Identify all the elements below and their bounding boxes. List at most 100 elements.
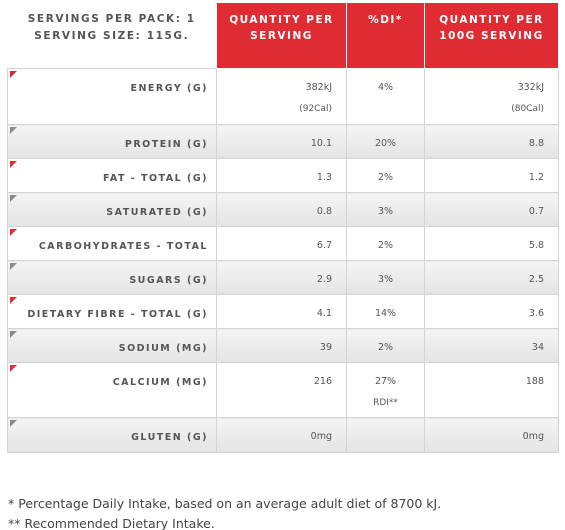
- di-value: 3%: [377, 274, 394, 285]
- qty-value: 0mg: [310, 431, 332, 442]
- grey-corner-marker: [10, 195, 17, 202]
- per100-value: 5.8: [528, 240, 544, 251]
- qty-value: 2.9: [316, 274, 332, 285]
- footnote-daily-intake: * Percentage Daily Intake, based on an a…: [8, 496, 442, 511]
- grey-corner-marker: [10, 420, 17, 427]
- qty-100g-cell: 2.5: [424, 260, 559, 295]
- grey-corner-marker: [10, 127, 17, 134]
- qty-serving-cell: 0.8: [216, 192, 347, 227]
- qty-serving-cell: 39: [216, 328, 347, 363]
- table-row: DIETARY FIBRE - TOTAL (G) 4.1 14% 3.6: [7, 294, 559, 329]
- col-header-qty-serving: QUANTITY PER SERVING: [216, 2, 347, 69]
- di-cell: 2%: [346, 226, 425, 261]
- table-row: SUGARS (G) 2.9 3% 2.5: [7, 260, 559, 295]
- row-label-cell: DIETARY FIBRE - TOTAL (G): [7, 294, 217, 329]
- row-label-cell: CARBOHYDRATES - TOTAL: [7, 226, 217, 261]
- qty-value: 6.7: [316, 240, 332, 251]
- qty-100g-cell: 0mg: [424, 417, 559, 453]
- di-cell: 20%: [346, 124, 425, 159]
- per100-value: 34: [531, 342, 544, 353]
- qty-100g-cell: 3.6: [424, 294, 559, 329]
- qty-value: 4.1: [316, 308, 332, 319]
- table-row: CARBOHYDRATES - TOTAL 6.7 2% 5.8: [7, 226, 559, 261]
- per100-value: 0.7: [528, 206, 544, 217]
- di-value: 2%: [377, 240, 394, 251]
- per100-value: 188: [525, 376, 544, 387]
- row-label-cell: SODIUM (MG): [7, 328, 217, 363]
- col-header-qty-line2: SERVING: [250, 30, 313, 42]
- servings-per-pack: SERVINGS PER PACK: 1: [27, 12, 196, 25]
- nutrient-label: CARBOHYDRATES - TOTAL: [38, 241, 208, 252]
- nutrient-label: CALCIUM (MG): [112, 377, 208, 388]
- nutrient-label: PROTEIN (G): [124, 139, 208, 150]
- col-header-100-line1: QUANTITY PER: [439, 14, 544, 26]
- row-label-cell: ENERGY (G): [7, 68, 217, 125]
- nutrient-label: ENERGY (G): [130, 83, 208, 94]
- di-value: 27%: [374, 376, 397, 387]
- qty-value: 10.1: [310, 138, 332, 149]
- di-cell: 2%: [346, 158, 425, 193]
- per100-value: 2.5: [528, 274, 544, 285]
- qty-serving-cell: 216: [216, 362, 347, 418]
- footnote-rdi: ** Recommended Dietary Intake.: [8, 516, 215, 530]
- per100-value: 8.8: [528, 138, 544, 149]
- red-corner-marker: [10, 229, 17, 236]
- qty-value: 39: [319, 342, 332, 353]
- table-row: GLUTEN (G) 0mg 0mg: [7, 417, 559, 453]
- row-label-cell: GLUTEN (G): [7, 417, 217, 453]
- per100-value: 3.6: [528, 308, 544, 319]
- header-row: SERVINGS PER PACK: 1 SERVING SIZE: 115G.…: [7, 2, 559, 69]
- row-label-cell: SATURATED (G): [7, 192, 217, 227]
- di-cell: 14%: [346, 294, 425, 329]
- row-label-cell: SUGARS (G): [7, 260, 217, 295]
- qty-value-secondary: (92Cal): [299, 104, 332, 114]
- qty-100g-cell: 0.7: [424, 192, 559, 227]
- red-corner-marker: [10, 297, 17, 304]
- col-header-di: %DI*: [346, 2, 425, 69]
- di-cell: 2%: [346, 328, 425, 363]
- qty-value: 0.8: [316, 206, 332, 217]
- grey-corner-marker: [10, 263, 17, 270]
- row-label-cell: CALCIUM (MG): [7, 362, 217, 418]
- qty-value: 382kJ: [305, 82, 332, 93]
- di-value: 14%: [374, 308, 397, 319]
- per100-value: 0mg: [522, 431, 544, 442]
- nutrient-label: SUGARS (G): [129, 275, 208, 286]
- qty-serving-cell: 6.7: [216, 226, 347, 261]
- di-cell: 3%: [346, 192, 425, 227]
- red-corner-marker: [10, 71, 17, 78]
- qty-100g-cell: 188: [424, 362, 559, 418]
- qty-100g-cell: 332kJ (80Cal): [424, 68, 559, 125]
- qty-100g-cell: 5.8: [424, 226, 559, 261]
- red-corner-marker: [10, 365, 17, 372]
- qty-serving-cell: 10.1: [216, 124, 347, 159]
- di-cell: 4%: [346, 68, 425, 125]
- qty-serving-cell: 0mg: [216, 417, 347, 453]
- nutrient-label: SODIUM (MG): [118, 343, 208, 354]
- qty-value: 1.3: [316, 172, 332, 183]
- qty-value: 216: [313, 376, 332, 387]
- per100-value-secondary: (80Cal): [511, 104, 544, 114]
- qty-serving-cell: 2.9: [216, 260, 347, 295]
- grey-corner-marker: [10, 331, 17, 338]
- di-value: 20%: [374, 138, 397, 149]
- qty-serving-cell: 1.3: [216, 158, 347, 193]
- serving-info: SERVINGS PER PACK: 1 SERVING SIZE: 115G.: [7, 2, 217, 69]
- qty-serving-cell: 382kJ (92Cal): [216, 68, 347, 125]
- nutrient-label: SATURATED (G): [106, 207, 208, 218]
- row-label-cell: FAT - TOTAL (G): [7, 158, 217, 193]
- serving-size: SERVING SIZE: 115G.: [34, 29, 190, 42]
- table-row: FAT - TOTAL (G) 1.3 2% 1.2: [7, 158, 559, 193]
- qty-100g-cell: 1.2: [424, 158, 559, 193]
- di-cell: [346, 417, 425, 453]
- di-value: 3%: [377, 206, 394, 217]
- qty-serving-cell: 4.1: [216, 294, 347, 329]
- nutrient-label: DIETARY FIBRE - TOTAL (G): [27, 309, 208, 320]
- di-value: 2%: [377, 342, 394, 353]
- qty-100g-cell: 34: [424, 328, 559, 363]
- qty-100g-cell: 8.8: [424, 124, 559, 159]
- nutrient-label: FAT - TOTAL (G): [102, 173, 208, 184]
- per100-value: 1.2: [528, 172, 544, 183]
- red-corner-marker: [10, 161, 17, 168]
- per100-value: 332kJ: [517, 82, 544, 93]
